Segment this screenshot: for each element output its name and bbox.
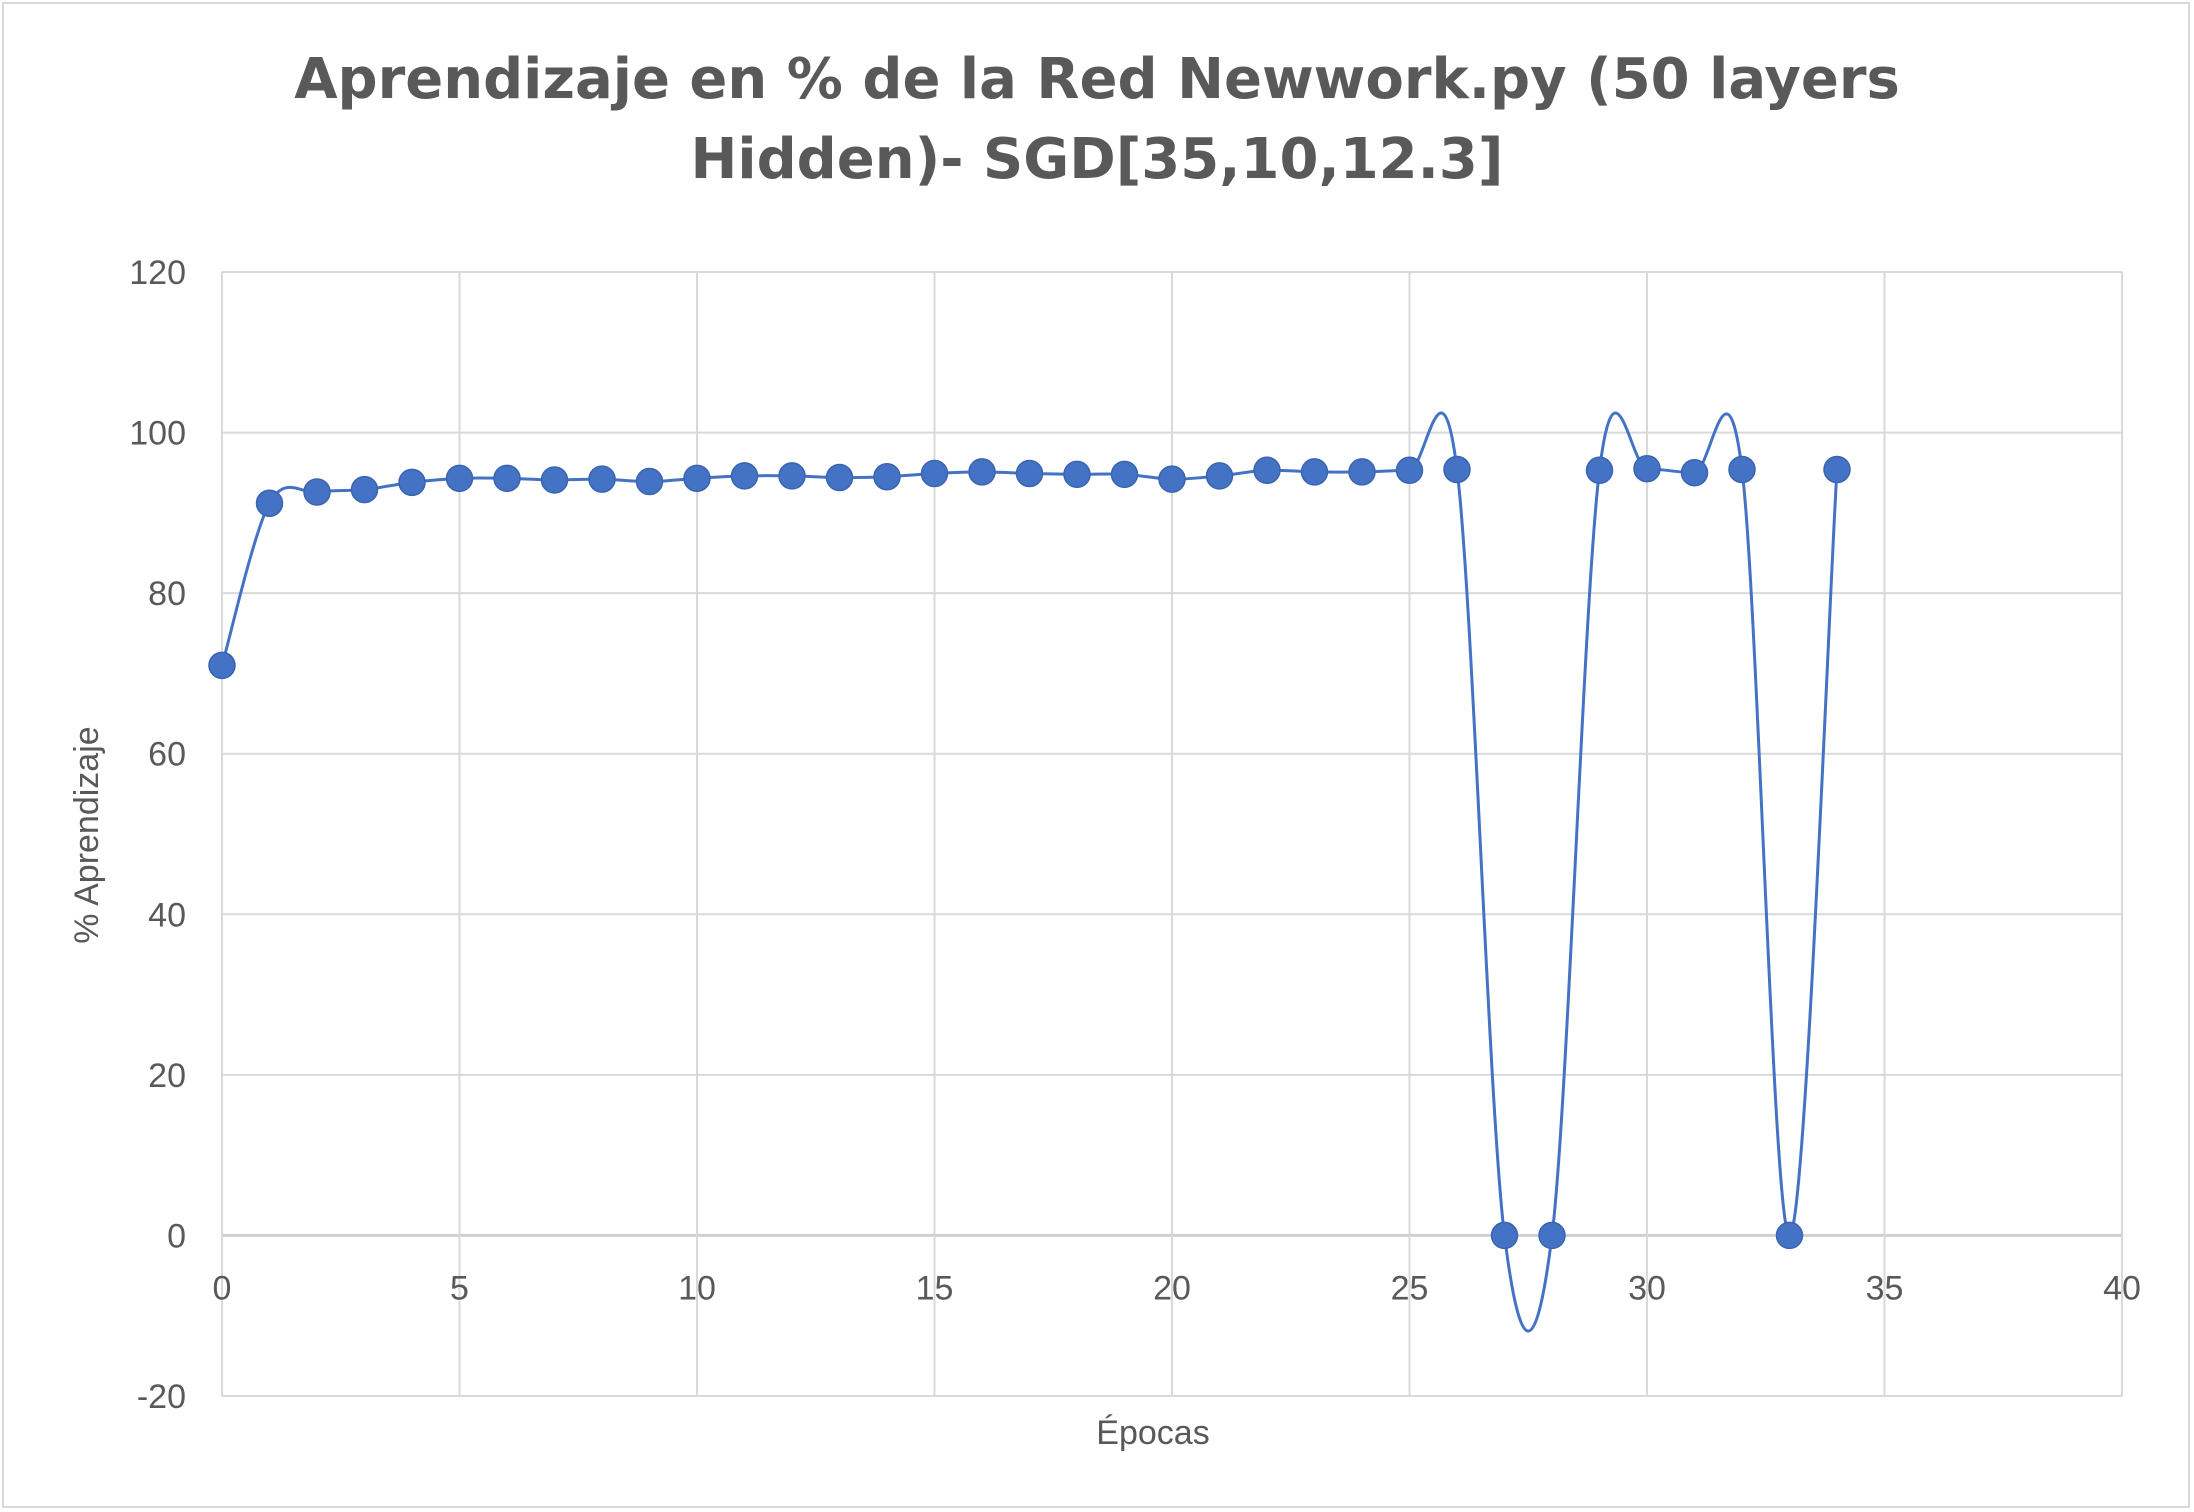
- data-point: [730, 462, 759, 490]
- data-point: [1205, 462, 1234, 490]
- x-tick-label: 20: [1153, 1269, 1191, 1307]
- y-axis-title: % Aprendizaje: [68, 726, 106, 943]
- x-tick-label: 25: [1391, 1269, 1429, 1307]
- data-point: [1775, 1221, 1804, 1250]
- x-tick-label: 35: [1866, 1269, 1904, 1307]
- data-point: [255, 489, 284, 517]
- data-point: [920, 459, 949, 488]
- y-tick-label: 20: [148, 1057, 186, 1095]
- data-point: [1015, 459, 1044, 488]
- data-point: [493, 464, 521, 493]
- x-tick-label: 10: [678, 1269, 716, 1307]
- x-tick-label: 5: [450, 1269, 469, 1307]
- data-point: [445, 464, 474, 493]
- data-point: [1490, 1221, 1519, 1250]
- data-point: [1063, 460, 1091, 489]
- data-point: [540, 466, 569, 494]
- data-point: [208, 651, 236, 680]
- data-point: [968, 458, 996, 486]
- y-tick-label: 120: [129, 254, 186, 292]
- x-tick-label: 0: [213, 1269, 232, 1307]
- data-point: [1443, 455, 1471, 484]
- data-point: [1823, 455, 1851, 484]
- data-point: [635, 467, 664, 496]
- data-point: [1253, 456, 1281, 485]
- data-point: [1348, 458, 1376, 486]
- chart-title-line-1: Aprendizaje en % de la Red Newwork.py (5…: [294, 47, 1900, 112]
- y-tick-label: 100: [129, 415, 186, 453]
- gridlines: [221, 271, 2123, 1397]
- chart-title: Aprendizaje en % de la Red Newwork.py (5…: [0, 40, 2194, 200]
- data-point: [825, 463, 854, 492]
- y-tick-labels: -20 0 20 40 60 80 100 120: [129, 254, 186, 1416]
- x-axis-title: Épocas: [1096, 1414, 1209, 1452]
- y-tick-label: 40: [148, 896, 186, 934]
- data-point: [1680, 458, 1709, 487]
- data-point: [1633, 454, 1661, 483]
- data-point: [778, 462, 806, 490]
- y-tick-label: 60: [148, 736, 186, 774]
- data-point: [303, 478, 331, 506]
- y-tick-label: -20: [137, 1378, 186, 1416]
- data-point: [588, 465, 616, 493]
- chart-title-line-2: Hidden)- SGD[35,10,12.3]: [690, 127, 1504, 192]
- data-point: [1395, 456, 1424, 485]
- data-point: [683, 464, 711, 493]
- series-line: [220, 411, 1839, 1333]
- data-point: [1110, 460, 1139, 489]
- data-point: [398, 468, 426, 497]
- data-point: [873, 462, 901, 491]
- data-points: [208, 454, 1851, 1250]
- y-tick-label: 80: [148, 575, 186, 613]
- x-tick-labels: 0 5 10 15 20 25 30 35 40: [213, 1269, 2141, 1307]
- data-point: [350, 475, 379, 504]
- data-point: [1585, 456, 1614, 485]
- data-point: [1728, 455, 1756, 484]
- x-tick-label: 15: [916, 1269, 954, 1307]
- data-point: [1158, 465, 1186, 493]
- data-point: [1300, 458, 1329, 486]
- y-tick-label: 0: [167, 1217, 186, 1255]
- x-tick-label: 40: [2103, 1269, 2141, 1307]
- x-tick-label: 30: [1628, 1269, 1666, 1307]
- data-point: [1538, 1221, 1566, 1250]
